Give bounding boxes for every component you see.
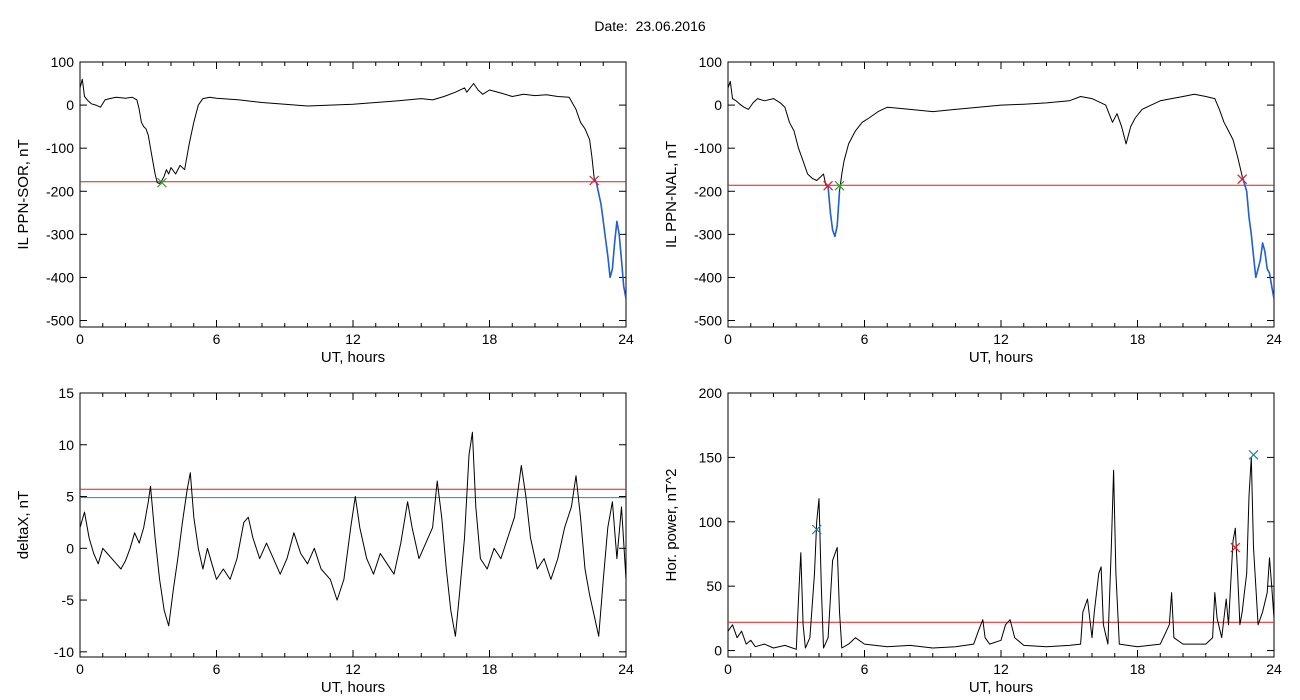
x-tick-label: 6 [861, 331, 869, 347]
y-axis-label: deltaX, nT [15, 491, 32, 559]
marker-stroke [1248, 449, 1259, 460]
chart-hor-power: 0 6 12 18 24 UT, hours 200 150 100 50 0 Hor. power,… [663, 385, 1282, 696]
y-tick-label: -500 [46, 313, 74, 329]
y-tick-label: 10 [58, 437, 74, 453]
marker-stroke [1237, 174, 1248, 185]
x-tick-label: 24 [1266, 661, 1282, 677]
y-tick-label: -100 [46, 140, 74, 156]
series-line [1241, 175, 1274, 300]
x-axis-label: UT, hours [321, 349, 385, 366]
x-tick-label: 18 [1130, 661, 1146, 677]
chart-il-nal: 0 6 12 18 24 UT, hours 100 0 -100 -200 -300 -400 -50… [663, 54, 1282, 366]
x-axis-label: UT, hours [321, 679, 385, 696]
x-tick-label: 12 [993, 661, 1009, 677]
x-tick-label: 18 [1130, 331, 1146, 347]
y-tick-label: -10 [54, 644, 74, 660]
marker-x [834, 180, 845, 191]
series-line [80, 78, 626, 300]
y-tick-label: 0 [714, 643, 722, 659]
y-tick-label: 15 [58, 385, 74, 401]
y-tick-label: -5 [62, 592, 75, 608]
marker-x [811, 524, 822, 535]
marker-x [1230, 542, 1241, 553]
series-line [80, 431, 626, 637]
series-line [825, 184, 841, 238]
y-axis-label: Hor. power, nT^2 [663, 469, 680, 582]
y-axis-label: IL PPN-NAL, nT [663, 141, 680, 248]
plot-frame [79, 61, 627, 328]
marker-stroke [1230, 542, 1241, 553]
x-tick-label: 0 [76, 661, 84, 677]
x-axis-label: UT, hours [969, 679, 1033, 696]
y-tick-label: -300 [694, 226, 722, 242]
marker-x [1237, 174, 1248, 185]
marker-x [1248, 449, 1259, 460]
x-tick-label: 24 [618, 661, 634, 677]
marker-stroke [823, 180, 834, 191]
plot-frame [79, 392, 627, 658]
x-tick-label: 18 [482, 331, 498, 347]
marker-x [823, 180, 834, 191]
x-tick-label: 6 [861, 661, 869, 677]
y-tick-label: 100 [51, 54, 75, 70]
y-tick-label: 5 [66, 489, 74, 505]
x-tick-label: 24 [1266, 331, 1282, 347]
y-tick-label: -400 [46, 269, 74, 285]
y-tick-label: 100 [699, 514, 723, 530]
chart-il-sor: 0 6 12 18 24 UT, hours 100 0 -100 -200 -300 -400 -50… [15, 54, 634, 366]
x-tick-label: 0 [76, 331, 84, 347]
series-line [728, 456, 1274, 650]
marker-stroke [156, 177, 167, 188]
x-axis-label: UT, hours [969, 349, 1033, 366]
x-tick-label: 12 [345, 331, 361, 347]
marker-x [589, 175, 600, 186]
y-tick-label: -100 [694, 140, 722, 156]
x-tick-label: 12 [345, 661, 361, 677]
x-tick-label: 0 [724, 661, 732, 677]
y-tick-label: -300 [46, 226, 74, 242]
series-line [593, 177, 626, 300]
y-tick-label: 50 [706, 578, 722, 594]
x-tick-label: 6 [213, 331, 221, 347]
x-tick-label: 6 [213, 661, 221, 677]
chart-deltax: 0 6 12 18 24 UT, hours 15 10 5 0 -5 -10 deltaX, nT [15, 385, 634, 696]
y-tick-label: 0 [714, 97, 722, 113]
y-tick-label: -400 [694, 269, 722, 285]
x-tick-label: 0 [724, 331, 732, 347]
y-tick-label: 0 [66, 540, 74, 556]
y-tick-label: -500 [694, 313, 722, 329]
y-axis-label: IL PPN-SOR, nT [15, 139, 32, 249]
y-tick-label: -200 [694, 183, 722, 199]
marker-x [156, 177, 167, 188]
y-tick-label: 200 [699, 385, 723, 401]
x-tick-label: 12 [993, 331, 1009, 347]
marker-stroke [589, 175, 600, 186]
x-tick-label: 18 [482, 661, 498, 677]
marker-stroke [834, 180, 845, 191]
y-tick-label: 100 [699, 54, 723, 70]
plot-frame [727, 392, 1275, 658]
y-tick-label: -200 [46, 183, 74, 199]
plot-frame [727, 61, 1275, 328]
page-title: Date: 23.06.2016 [594, 18, 706, 34]
y-tick-label: 0 [66, 97, 74, 113]
series-line [728, 80, 1274, 300]
y-tick-label: 150 [699, 449, 723, 465]
x-tick-label: 24 [618, 331, 634, 347]
marker-stroke [811, 524, 822, 535]
